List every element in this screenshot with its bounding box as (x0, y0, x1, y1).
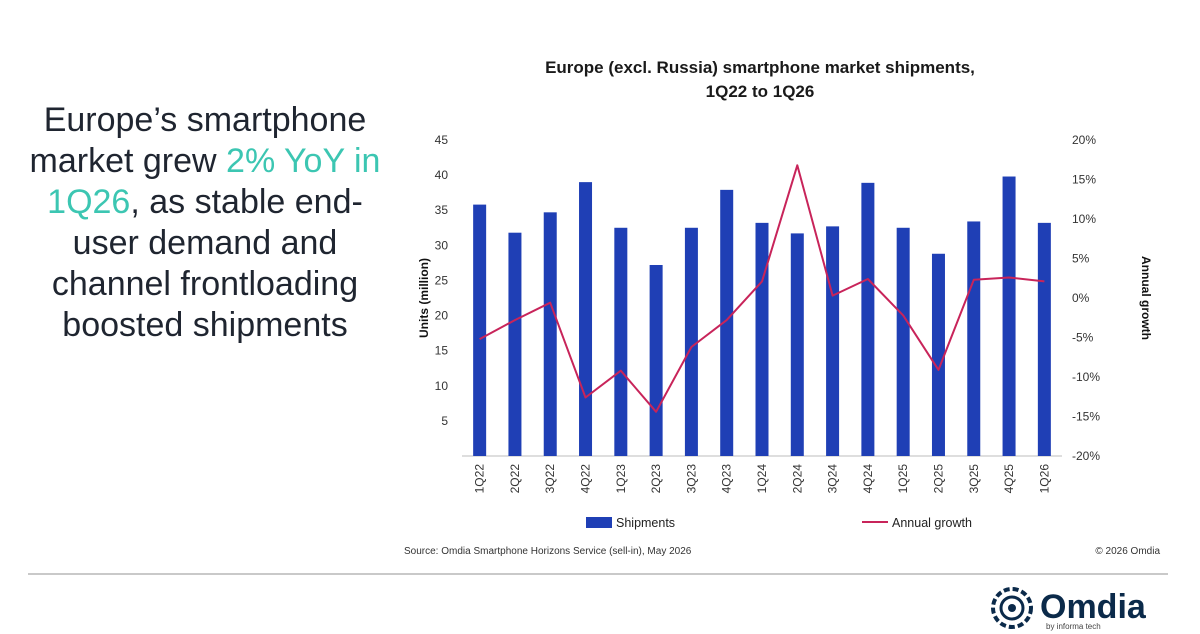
x-tick-3Q25: 3Q25 (967, 464, 981, 494)
bar-series (473, 176, 1051, 456)
y2-tick-label: -20% (1072, 449, 1100, 463)
x-tick-2Q24: 2Q24 (790, 464, 804, 494)
bar-3Q25 (967, 221, 981, 456)
bar-2Q22 (508, 232, 522, 456)
logo-wordmark: Omdia (1040, 588, 1146, 626)
headline-accent: 2% YoY in 1Q26 (47, 142, 381, 221)
bar-3Q22 (543, 212, 557, 456)
y2-tick-label: -15% (1072, 410, 1100, 424)
y-tick-label: 45 (435, 133, 449, 147)
omdia-logo-icon (991, 587, 1033, 629)
y-tick-label: 10 (435, 379, 449, 393)
x-tick-3Q24: 3Q24 (826, 464, 840, 494)
omdia-logo: Omdia by informa tech (990, 586, 1180, 631)
x-tick-4Q23: 4Q23 (720, 464, 734, 494)
bar-4Q22 (579, 182, 593, 456)
headline-text: Europe’s smartphone market grew (29, 101, 367, 180)
y-tick-label: 20 (435, 309, 449, 323)
growth-line (479, 164, 1045, 413)
legend-swatch-shipments (586, 517, 612, 528)
y-tick-label: 25 (435, 273, 449, 287)
x-tick-2Q23: 2Q23 (649, 464, 663, 494)
bar-2Q25 (931, 253, 945, 456)
headline-text-end: , as stable end-user demand and channel … (51, 183, 363, 344)
y2-tick-label: 5% (1072, 252, 1090, 266)
bar-3Q24 (826, 226, 840, 456)
bar-2Q23 (649, 264, 663, 456)
legend: Shipments Annual growth (586, 516, 972, 530)
x-tick-1Q22: 1Q22 (473, 464, 487, 494)
x-tick-4Q22: 4Q22 (579, 464, 593, 494)
bar-1Q25 (896, 227, 910, 456)
bar-2Q24 (790, 233, 804, 456)
y-tick-label: 15 (435, 344, 449, 358)
axis-labels: 5 10 15 20 25 30 35 40 45 -20% -15% -10% -5% 0% 5% 10% 1… (417, 133, 1153, 493)
logo-tagline: by informa tech (1046, 622, 1101, 631)
growth-line-series (479, 164, 1045, 413)
y2-tick-label: 15% (1072, 173, 1096, 187)
x-tick-3Q22: 3Q22 (543, 464, 557, 494)
source-note: Source: Omdia Smartphone Horizons Servic… (404, 546, 692, 557)
y2-tick-label: 0% (1072, 291, 1090, 305)
x-tick-3Q23: 3Q23 (684, 464, 698, 494)
bar-1Q22 (473, 204, 487, 456)
copyright-note: © 2026 Omdia (1095, 546, 1160, 557)
x-tick-1Q26: 1Q26 (1037, 464, 1051, 494)
bar-3Q23 (684, 227, 698, 456)
bar-4Q23 (720, 189, 734, 456)
y-tick-label: 5 (441, 414, 448, 428)
x-tick-1Q25: 1Q25 (896, 464, 910, 494)
bar-1Q23 (614, 227, 628, 456)
y2-tick-label: -5% (1072, 331, 1094, 345)
bar-1Q26 (1037, 222, 1051, 456)
x-tick-2Q22: 2Q22 (508, 464, 522, 494)
x-tick-2Q25: 2Q25 (931, 464, 945, 494)
y-tick-label: 30 (435, 238, 449, 252)
x-tick-4Q25: 4Q25 (1002, 464, 1016, 494)
y2-tick-label: 20% (1072, 133, 1096, 147)
y2-tick-label: -10% (1072, 370, 1100, 384)
chart-title-line-1: Europe (excl. Russia) smartphone market … (545, 58, 975, 77)
headline: Europe’s smartphone market grew 2% YoY i… (20, 100, 390, 346)
chart-title-line-2: 1Q22 to 1Q26 (705, 82, 815, 101)
y-tick-label: 35 (435, 203, 449, 217)
y2-axis-title: Annual growth (1139, 256, 1153, 340)
bar-4Q25 (1002, 176, 1016, 456)
legend-label-shipments: Shipments (616, 516, 675, 530)
legend-label-growth: Annual growth (892, 516, 972, 530)
x-tick-1Q24: 1Q24 (755, 464, 769, 494)
bar-1Q24 (755, 222, 769, 456)
x-tick-4Q24: 4Q24 (861, 464, 875, 494)
y-tick-label: 40 (435, 168, 449, 182)
y2-tick-label: 10% (1072, 212, 1096, 226)
chart-title: Europe (excl. Russia) smartphone market … (390, 56, 1130, 104)
footer-divider (28, 573, 1168, 575)
x-tick-1Q23: 1Q23 (614, 464, 628, 494)
y-axis-title: Units (million) (417, 258, 431, 338)
bar-4Q24 (861, 182, 875, 456)
